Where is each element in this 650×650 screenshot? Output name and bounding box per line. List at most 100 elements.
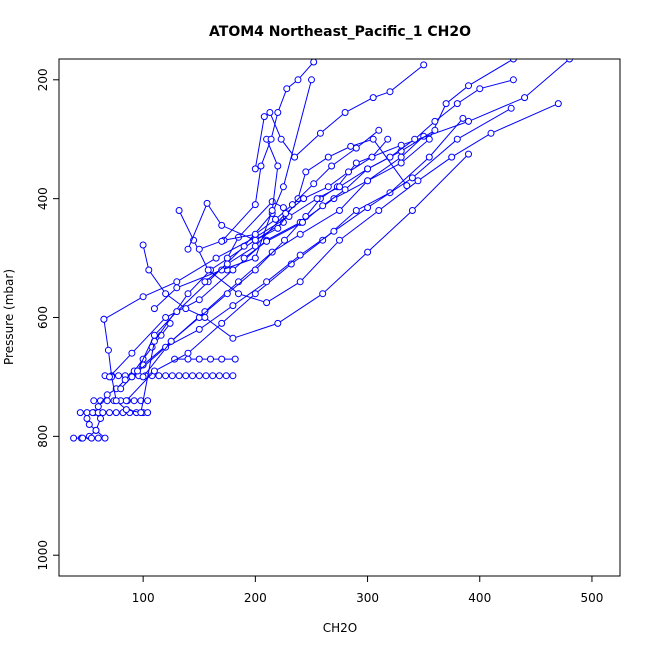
profile-series (128, 104, 515, 381)
data-point (150, 305, 158, 313)
data-point (487, 129, 495, 137)
data-point (566, 59, 573, 63)
data-point (448, 153, 456, 161)
data-point (218, 237, 226, 245)
y-tick-label: 200 (36, 68, 50, 91)
data-point (145, 266, 153, 274)
profile-series (240, 76, 517, 262)
data-point (184, 290, 192, 298)
profile-series (150, 135, 282, 313)
data-point (364, 165, 372, 173)
data-point (207, 355, 214, 363)
data-point (442, 100, 450, 108)
data-point (308, 76, 315, 84)
plot-area (70, 59, 573, 442)
data-point (397, 153, 405, 161)
data-point (128, 349, 136, 357)
data-point (414, 177, 422, 185)
data-point (257, 162, 265, 170)
data-point (112, 397, 120, 405)
x-axis-label: CH2O (323, 621, 357, 635)
data-point (195, 325, 203, 333)
data-point (336, 207, 343, 214)
data-point (139, 241, 147, 249)
data-point (240, 254, 248, 262)
data-point (465, 150, 472, 158)
data-point (155, 372, 163, 380)
data-point (201, 314, 209, 321)
data-point (267, 135, 275, 143)
data-point (274, 319, 282, 327)
data-point (139, 373, 147, 381)
data-point (408, 207, 416, 214)
data-point (218, 266, 226, 274)
data-point (173, 308, 181, 316)
data-point (202, 372, 210, 380)
data-point (144, 409, 152, 417)
data-point (251, 230, 259, 238)
data-point (79, 434, 87, 442)
x-tick-label: 300 (356, 591, 379, 605)
data-point (83, 409, 91, 417)
data-point (115, 372, 122, 380)
data-point (425, 153, 433, 161)
data-point (150, 331, 158, 339)
data-point (369, 135, 377, 143)
data-point (251, 201, 259, 209)
data-point (201, 278, 209, 286)
data-point (319, 202, 327, 210)
data-point (162, 372, 170, 380)
data-point (281, 236, 288, 244)
data-point (291, 153, 299, 161)
series-line (103, 200, 284, 414)
data-point (313, 195, 321, 203)
data-point (94, 403, 102, 411)
data-point (97, 415, 104, 422)
data-point (122, 406, 130, 414)
x-tick-label: 500 (580, 591, 603, 605)
data-point (364, 204, 372, 212)
data-point (453, 135, 461, 143)
data-point (99, 409, 107, 417)
data-point (218, 221, 226, 229)
data-point (215, 372, 223, 380)
data-point (431, 117, 439, 125)
data-point (167, 337, 175, 345)
data-point (316, 129, 324, 137)
y-tick-label: 600 (36, 306, 50, 329)
profile-series (139, 150, 472, 342)
data-point (175, 372, 183, 380)
data-point (195, 372, 203, 380)
data-point (465, 82, 472, 90)
data-point (223, 260, 231, 268)
data-point (384, 135, 392, 143)
data-point (100, 315, 108, 323)
profile-series (100, 198, 287, 417)
data-point (263, 237, 271, 245)
data-point (310, 59, 318, 66)
data-point (229, 266, 237, 274)
data-point (319, 290, 327, 298)
data-point (182, 305, 190, 313)
data-point (369, 94, 377, 102)
data-point (310, 180, 318, 188)
data-point (341, 186, 349, 194)
data-point (272, 215, 279, 223)
data-point (324, 153, 332, 161)
data-point (229, 334, 237, 342)
data-point (117, 385, 125, 393)
data-point (268, 207, 276, 214)
data-point (173, 284, 181, 292)
data-point (128, 373, 136, 381)
data-point (189, 372, 196, 380)
data-point (352, 144, 360, 152)
data-point (420, 61, 428, 69)
data-point (425, 135, 433, 143)
data-point (507, 104, 515, 112)
data-point (195, 355, 203, 363)
data-point (375, 126, 383, 134)
data-point (182, 372, 190, 380)
data-point (89, 409, 97, 417)
